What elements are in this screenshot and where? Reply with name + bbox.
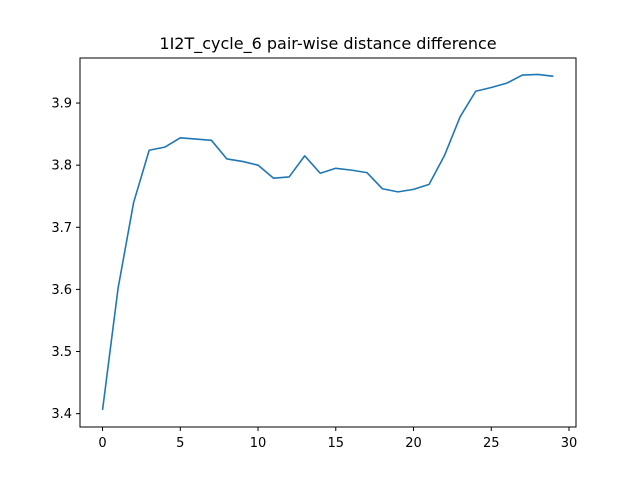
y-tick-label: 3.6 xyxy=(51,283,72,298)
plot-area xyxy=(101,73,554,411)
x-tick-label: 5 xyxy=(176,436,184,451)
series-line-0 xyxy=(101,73,554,411)
x-tick-label: 20 xyxy=(405,436,422,451)
chart-title: 1I2T_cycle_6 pair-wise distance differen… xyxy=(159,34,496,54)
y-tick-label: 3.9 xyxy=(51,97,72,112)
y-tick-label: 3.7 xyxy=(51,221,72,236)
x-tick-label: 15 xyxy=(328,436,345,451)
x-tick-label: 25 xyxy=(483,436,500,451)
y-tick-label: 3.8 xyxy=(51,159,72,174)
x-tick-label: 0 xyxy=(98,436,106,451)
axes-frame xyxy=(79,57,577,428)
y-tick-label: 3.5 xyxy=(51,345,72,360)
y-tick-label: 3.4 xyxy=(51,407,72,422)
x-tick-label: 10 xyxy=(250,436,267,451)
x-tick-label: 30 xyxy=(561,436,578,451)
axis-ticks: 0 5 10 15 20 25 30 3.4 3.5 3.6 3.7 3.8 3.9 xyxy=(51,97,577,451)
